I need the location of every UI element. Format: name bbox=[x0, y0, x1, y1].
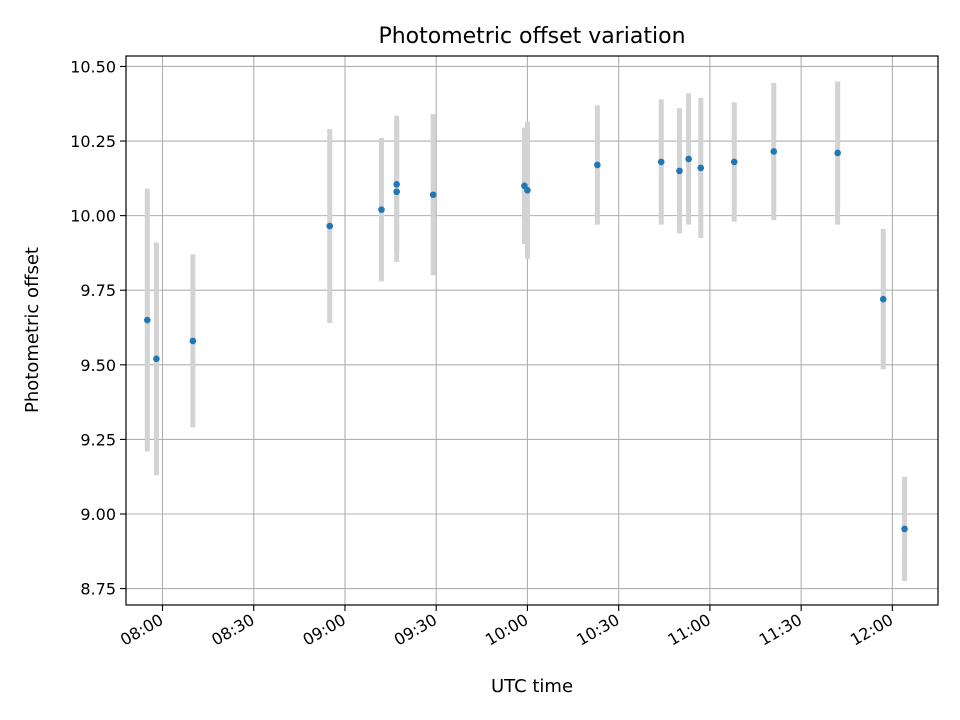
x-axis-label: UTC time bbox=[491, 676, 573, 697]
chart-title: Photometric offset variation bbox=[378, 24, 685, 49]
y-tick-label: 10.25 bbox=[70, 132, 116, 151]
data-points bbox=[143, 148, 908, 533]
data-point bbox=[378, 206, 385, 213]
y-tick-label: 9.25 bbox=[80, 430, 116, 449]
y-tick-label: 9.75 bbox=[80, 281, 116, 300]
grid-lines bbox=[126, 56, 938, 605]
data-point bbox=[657, 158, 665, 166]
data-point bbox=[676, 167, 683, 175]
data-point bbox=[326, 222, 334, 230]
data-point bbox=[730, 158, 738, 166]
data-point bbox=[770, 148, 778, 155]
data-point bbox=[393, 188, 400, 196]
y-tick-label: 10.00 bbox=[70, 207, 116, 226]
data-point bbox=[594, 161, 601, 169]
y-tick-label: 8.75 bbox=[80, 580, 116, 599]
data-point bbox=[153, 355, 160, 363]
data-point bbox=[685, 155, 692, 163]
data-point bbox=[143, 316, 151, 324]
data-point bbox=[429, 191, 437, 199]
data-point bbox=[393, 180, 400, 188]
data-point bbox=[901, 525, 908, 533]
y-tick-label: 9.00 bbox=[80, 505, 116, 524]
y-tick-label: 10.50 bbox=[70, 57, 116, 76]
data-point bbox=[834, 149, 841, 157]
data-point bbox=[524, 186, 531, 194]
plot-frame bbox=[125, 55, 939, 606]
y-axis-label: Photometric offset bbox=[22, 247, 43, 413]
data-point bbox=[189, 337, 197, 345]
data-point bbox=[697, 164, 705, 172]
y-tick-label: 9.50 bbox=[80, 356, 116, 375]
data-point bbox=[879, 295, 887, 303]
